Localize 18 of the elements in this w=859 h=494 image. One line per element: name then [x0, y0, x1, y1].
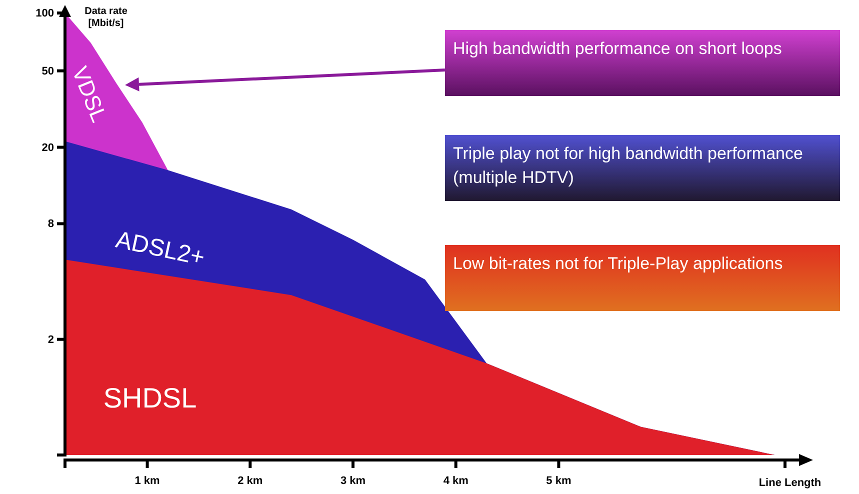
y-tick-label: 2	[48, 334, 54, 346]
series-label: ADSL2+	[113, 226, 208, 272]
x-tick-label: 3 km	[340, 475, 366, 488]
series-label: SHDSL	[103, 382, 197, 414]
y-tick-label: 50	[42, 65, 54, 78]
y-tick-label: 8	[48, 218, 54, 230]
annotation: Triple play not for high bandwidth performance (multiple HDTV)	[453, 144, 803, 187]
y-tick-label: 20	[42, 142, 54, 154]
x-tick-label: 4 km	[443, 475, 469, 488]
series-label: VDSL	[67, 63, 112, 126]
x-tick-label: 1 km	[134, 475, 160, 488]
annotation: Low bit-rates not for Triple-Play applications	[453, 254, 783, 273]
x-axis-title: Line Length	[758, 477, 822, 489]
y-axis-title: Data rate [Mbit/s]	[84, 6, 128, 29]
y-tick-label: 100	[36, 8, 54, 20]
x-tick-label: 5 km	[546, 475, 572, 488]
x-tick-label: 2 km	[238, 475, 263, 488]
annotation: High bandwidth performance on short loops	[453, 39, 782, 58]
